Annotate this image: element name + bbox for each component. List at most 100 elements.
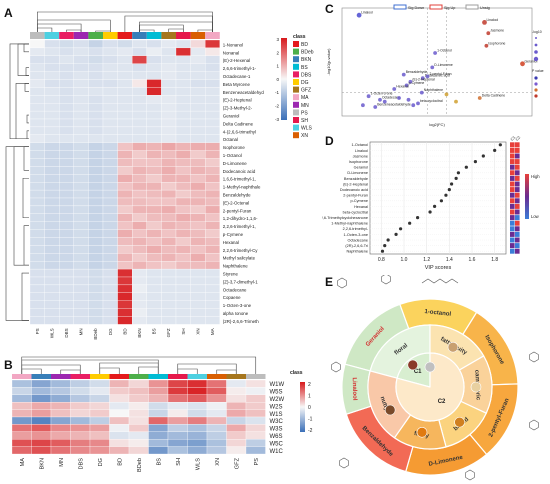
group-cell — [515, 243, 520, 249]
heatmap-cell — [205, 292, 220, 301]
heatmap-cell — [73, 142, 89, 151]
class-legend-swatch — [293, 48, 299, 55]
heatmap-cell — [190, 79, 206, 88]
heatmap-cell — [44, 126, 60, 135]
volcano-point — [454, 99, 458, 104]
heatmap-cell — [132, 47, 147, 56]
heatmap-cell — [205, 110, 220, 120]
heatmap-cell — [226, 446, 247, 455]
heatmap-cell — [11, 446, 32, 455]
heatmap-cell — [175, 87, 191, 96]
food-photo-thumbnail — [384, 404, 396, 416]
heatmap-cell — [73, 189, 89, 199]
vip-plot-d: 0.8 1.0 1.2 1.4 1.6 1.8 1-Octanol LinaloolJasmo… — [322, 135, 540, 271]
row-label: (E)-2-Octenal — [223, 200, 249, 205]
heatmap-cell — [29, 205, 45, 214]
color-scale-tick: 2 — [276, 50, 279, 55]
heatmap-cell — [161, 79, 177, 88]
heatmap-cell — [29, 174, 45, 183]
heatmap-cell — [205, 276, 220, 286]
heatmap-cell — [102, 166, 118, 175]
group-cell — [515, 192, 520, 198]
heatmap-cell — [70, 446, 91, 455]
heatmap-cell — [29, 118, 45, 128]
heatmap-cell — [102, 308, 118, 317]
class-bar-cell — [59, 32, 74, 39]
row-label: W5C — [270, 441, 284, 447]
heatmap-cell — [132, 189, 147, 199]
heatmap-cell — [44, 95, 60, 104]
heatmap-cell — [146, 189, 162, 199]
heatmap-cell — [190, 316, 206, 325]
heatmap-cell — [146, 39, 162, 49]
volcano-point-label: Hexanal — [396, 85, 409, 89]
class-bar-cell — [146, 32, 162, 39]
heatmap-cell — [59, 237, 74, 246]
volcano-point — [444, 92, 449, 97]
heatmap-cell — [59, 284, 74, 293]
heatmap-cell — [187, 379, 208, 388]
heatmap-cell — [102, 174, 118, 183]
volcano-point-label: Delta Cadinene — [482, 94, 505, 98]
heatmap-cell — [44, 300, 60, 309]
heatmap-cell — [175, 174, 191, 183]
vip-point — [456, 171, 460, 175]
column-label: BKN — [39, 458, 45, 470]
heatmap-cell — [161, 47, 177, 56]
category-label: Dodecanoic acid — [340, 188, 368, 192]
heatmap-cell — [117, 284, 133, 293]
heatmap-cell — [161, 166, 177, 175]
heatmap-cell — [146, 221, 162, 230]
heatmap-cell — [161, 95, 177, 104]
heatmap-cell — [175, 213, 191, 222]
volcano-point — [366, 94, 371, 99]
heatmap-cell — [245, 416, 266, 425]
color-scale-bar — [281, 38, 287, 120]
group-cell — [515, 209, 520, 215]
row-label: 2-pentyl-Furan — [223, 208, 252, 213]
column-label: WLS — [49, 328, 54, 338]
heatmap-cell — [59, 268, 74, 278]
heatmap-cell — [161, 158, 177, 167]
heatmap-cell — [50, 387, 71, 395]
heatmap-cell — [161, 268, 177, 278]
heatmap-cell — [175, 79, 191, 88]
heatmap-cell — [117, 261, 133, 270]
heatmap-cell — [11, 439, 32, 447]
heatmap-cell — [88, 95, 104, 104]
heatmap-cell — [88, 316, 104, 325]
heatmap-cell — [59, 261, 74, 270]
heatmap-cell — [175, 158, 191, 167]
row-label: W2S — [270, 404, 283, 410]
class-legend-swatch — [293, 101, 299, 108]
heatmap-cell — [88, 308, 104, 317]
heatmap-cell — [70, 402, 91, 410]
heatmap-cell — [117, 300, 133, 309]
class-legend-title: class — [290, 370, 303, 376]
heatmap-cell — [205, 174, 220, 183]
heatmap-cell — [205, 47, 220, 56]
column-label: WLS — [195, 458, 201, 470]
heatmap-cell — [88, 300, 104, 309]
heatmap-cell — [59, 205, 74, 214]
heatmap-cell — [59, 118, 74, 128]
heatmap-cell — [161, 103, 177, 112]
heatmap-cell — [44, 47, 60, 56]
heatmap-cell — [132, 87, 147, 96]
heatmap-cell — [205, 103, 220, 112]
food-photo-thumbnail — [407, 359, 419, 371]
heatmap-cell — [146, 55, 162, 64]
group-cell — [510, 248, 515, 254]
heatmap-cell — [206, 416, 227, 425]
row-label: W3C — [270, 419, 284, 425]
heatmap-cell — [117, 229, 133, 238]
heatmap-cell — [59, 142, 74, 151]
group-cell — [515, 147, 520, 153]
row-label: (Z)-3-Methyl-2- — [223, 106, 253, 111]
heatmap-cell — [88, 47, 104, 56]
heatmap-cell — [117, 205, 133, 214]
heatmap-cell — [88, 150, 104, 159]
scale-low-label: Low — [531, 214, 540, 219]
heatmap-cell — [206, 409, 227, 418]
heatmap-cell — [59, 126, 74, 135]
